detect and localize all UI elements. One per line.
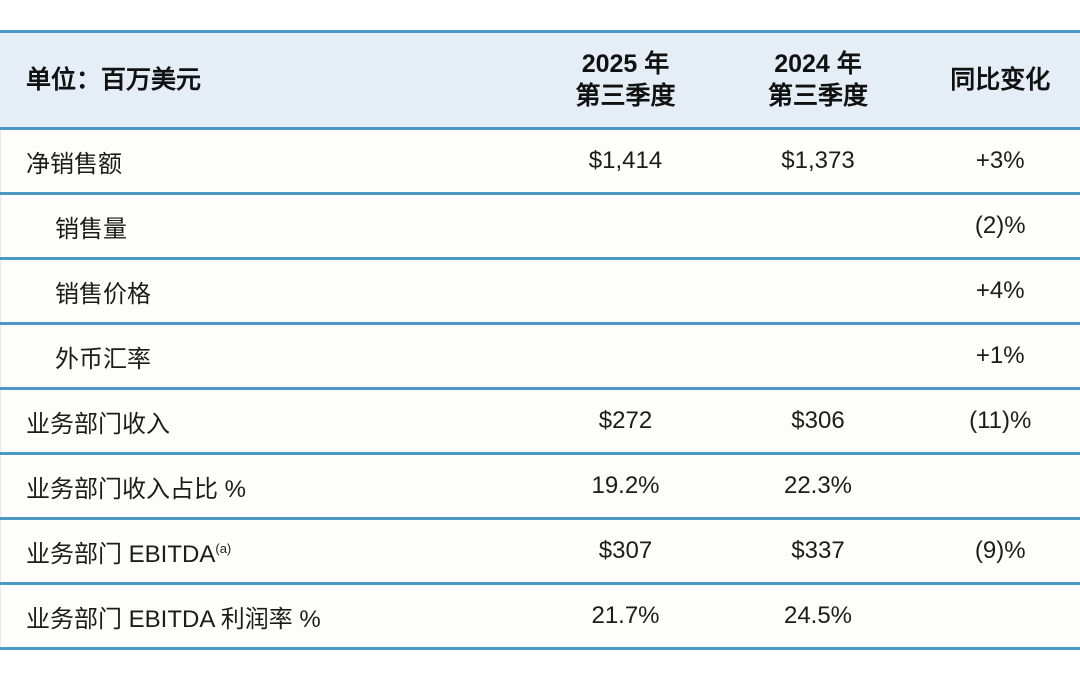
yoy-value [920,582,1080,650]
value-2024 [715,257,921,324]
row-label: 业务部门收入 [0,387,536,454]
table-row-sales-price: 销售价格 +4% [0,257,1080,324]
table-row-segment-ebitda-margin: 业务部门 EBITDA 利润率 % 21.7% 24.5% [0,582,1080,650]
table-row-fx-rate: 外币汇率 +1% [0,322,1080,389]
header-unit-label: 单位：百万美元 [0,30,536,130]
yoy-value: (9)% [920,517,1080,584]
table-row-segment-income: 业务部门收入 $272 $306 (11)% [0,387,1080,454]
value-2025: $307 [535,517,716,584]
header-2024-line1: 2024 年 [774,50,862,78]
row-label: 外币汇率 [0,322,536,389]
value-2025 [535,322,716,389]
financial-results-table-container: 单位：百万美元 2025 年 第三季度 2024 年 第三季度 同比变化 净销售… [0,30,1080,650]
value-2025 [535,257,716,324]
value-2024: $306 [715,387,921,454]
table-row-net-sales: 净销售额 $1,414 $1,373 +3% [1,129,1080,194]
row-label: 净销售额 [26,150,122,178]
value-2025 [535,192,716,259]
header-col-yoy-change: 同比变化 [920,30,1080,130]
yoy-value: +3% [975,147,1025,174]
row-label: 业务部门 EBITDA 利润率 % [0,582,536,650]
value-2025: $272 [535,387,716,454]
yoy-value [920,452,1080,519]
row-label-text: 业务部门 EBITDA [26,540,216,568]
yoy-value: +4% [920,257,1080,324]
footnote-marker: (a) [215,540,232,556]
value-2024: $1,373 [781,147,855,174]
value-2025: 19.2% [535,452,716,519]
table-body: 净销售额 $1,414 $1,373 +3% 销售量 (2)% 销售价格 +4%… [0,129,1080,650]
row-label: 业务部门收入占比 % [0,452,536,519]
yoy-value: (11)% [920,387,1080,454]
table-header: 单位：百万美元 2025 年 第三季度 2024 年 第三季度 同比变化 [0,30,1080,130]
row-label: 销售价格 [0,257,536,324]
table-row-segment-income-pct: 业务部门收入占比 % 19.2% 22.3% [0,452,1080,519]
row-label: 销售量 [0,192,536,259]
value-2025: 21.7% [535,582,716,650]
table-row-segment-ebitda: 业务部门 EBITDA(a) $307 $337 (9)% [0,517,1080,584]
value-2025: $1,414 [588,147,663,174]
value-2024 [715,192,921,259]
value-2024: 24.5% [715,582,921,650]
header-col-2025-q3: 2025 年 第三季度 [535,30,716,130]
table-row-sales-volume: 销售量 (2)% [0,192,1080,259]
yoy-value: (2)% [920,192,1080,259]
header-2025-line1: 2025 年 [581,50,670,78]
value-2024: 22.3% [715,452,921,519]
financial-results-table: 单位：百万美元 2025 年 第三季度 2024 年 第三季度 同比变化 净销售… [0,30,1080,650]
yoy-value: +1% [920,322,1080,389]
value-2024: $337 [715,517,921,584]
row-label: 业务部门 EBITDA(a) [0,517,536,584]
header-col-2024-q3: 2024 年 第三季度 [715,30,921,130]
value-2024 [715,322,921,389]
header-2025-line2: 第三季度 [575,82,676,110]
header-2024-line2: 第三季度 [767,82,868,110]
header-row: 单位：百万美元 2025 年 第三季度 2024 年 第三季度 同比变化 [0,30,1080,130]
